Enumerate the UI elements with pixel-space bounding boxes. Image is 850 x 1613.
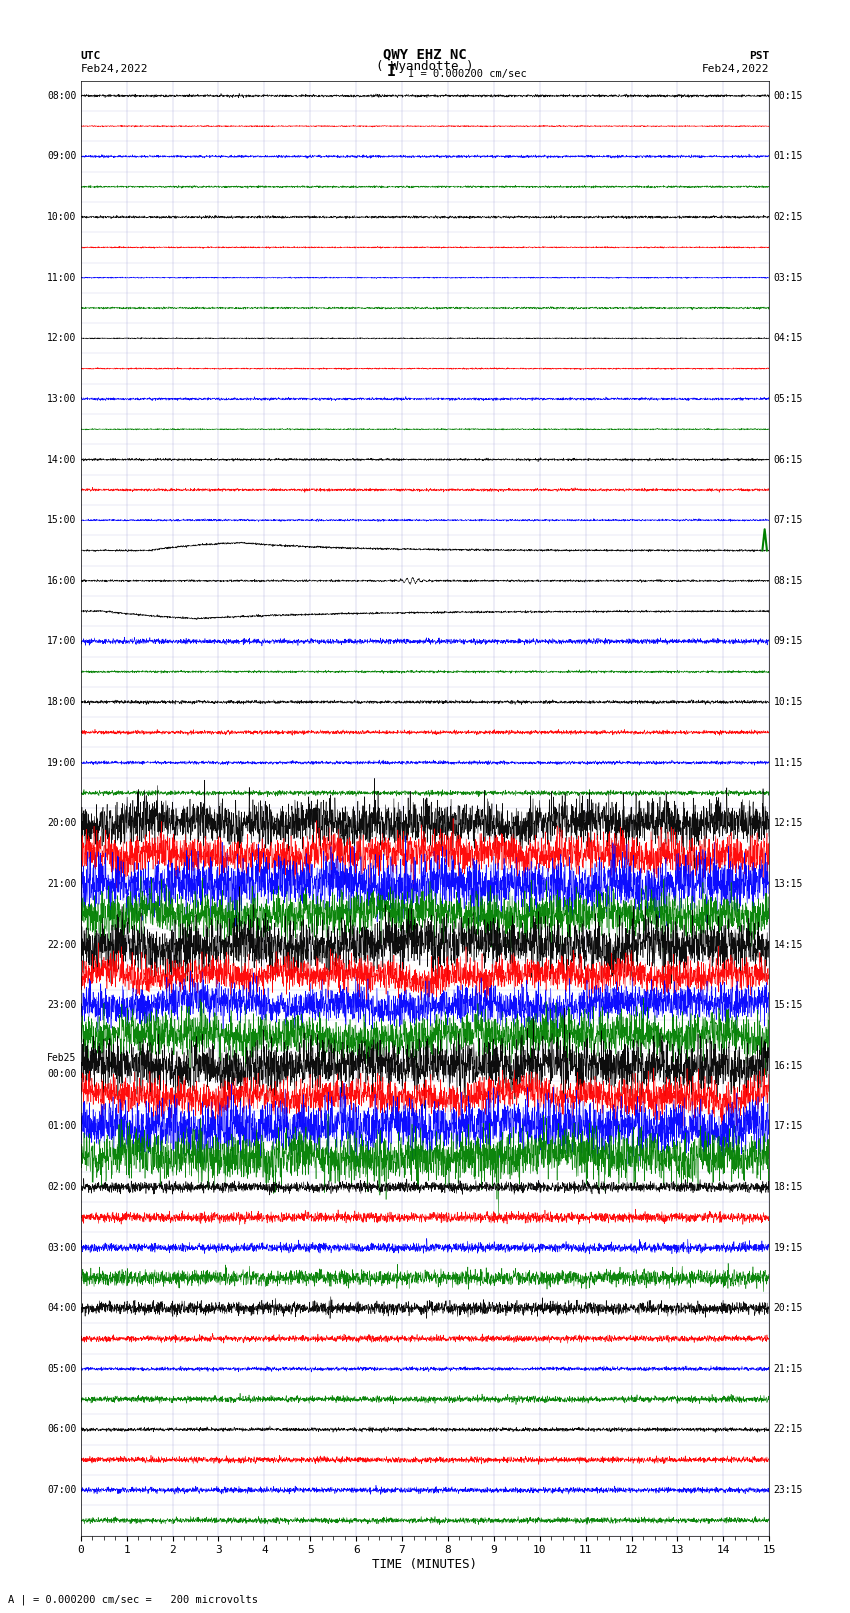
Text: 12:00: 12:00 — [47, 334, 76, 344]
Text: 01:15: 01:15 — [774, 152, 803, 161]
Text: I = 0.000200 cm/sec: I = 0.000200 cm/sec — [408, 69, 527, 79]
Text: 22:15: 22:15 — [774, 1424, 803, 1434]
Text: 20:15: 20:15 — [774, 1303, 803, 1313]
Text: 14:00: 14:00 — [47, 455, 76, 465]
Text: 13:00: 13:00 — [47, 394, 76, 403]
Text: 23:00: 23:00 — [47, 1000, 76, 1010]
Text: 23:15: 23:15 — [774, 1486, 803, 1495]
Text: 06:00: 06:00 — [47, 1424, 76, 1434]
Text: 13:15: 13:15 — [774, 879, 803, 889]
Text: I: I — [387, 65, 395, 79]
Text: 02:00: 02:00 — [47, 1182, 76, 1192]
Text: 14:15: 14:15 — [774, 939, 803, 950]
Text: 00:15: 00:15 — [774, 90, 803, 100]
Text: 20:00: 20:00 — [47, 818, 76, 827]
Text: 17:15: 17:15 — [774, 1121, 803, 1131]
Text: 03:00: 03:00 — [47, 1242, 76, 1253]
Text: 10:15: 10:15 — [774, 697, 803, 706]
Text: 05:15: 05:15 — [774, 394, 803, 403]
Text: QWY EHZ NC: QWY EHZ NC — [383, 47, 467, 61]
Text: 19:00: 19:00 — [47, 758, 76, 768]
Text: 02:15: 02:15 — [774, 211, 803, 223]
Text: 19:15: 19:15 — [774, 1242, 803, 1253]
Text: 01:00: 01:00 — [47, 1121, 76, 1131]
Text: PST: PST — [749, 52, 769, 61]
Text: 07:15: 07:15 — [774, 515, 803, 526]
Text: 18:00: 18:00 — [47, 697, 76, 706]
Text: 15:00: 15:00 — [47, 515, 76, 526]
Text: Feb24,2022: Feb24,2022 — [81, 65, 148, 74]
Text: 04:00: 04:00 — [47, 1303, 76, 1313]
Text: 11:15: 11:15 — [774, 758, 803, 768]
Text: 07:00: 07:00 — [47, 1486, 76, 1495]
Text: 08:00: 08:00 — [47, 90, 76, 100]
Text: ( Wyandotte ): ( Wyandotte ) — [377, 60, 473, 73]
Text: 21:00: 21:00 — [47, 879, 76, 889]
Text: 17:00: 17:00 — [47, 637, 76, 647]
Text: 09:00: 09:00 — [47, 152, 76, 161]
Text: 16:15: 16:15 — [774, 1061, 803, 1071]
Text: 11:00: 11:00 — [47, 273, 76, 282]
Text: 03:15: 03:15 — [774, 273, 803, 282]
Text: A | = 0.000200 cm/sec =   200 microvolts: A | = 0.000200 cm/sec = 200 microvolts — [8, 1594, 258, 1605]
Text: 18:15: 18:15 — [774, 1182, 803, 1192]
Text: 16:00: 16:00 — [47, 576, 76, 586]
Text: 10:00: 10:00 — [47, 211, 76, 223]
Text: Feb25: Feb25 — [47, 1053, 76, 1063]
Text: 15:15: 15:15 — [774, 1000, 803, 1010]
Text: 05:00: 05:00 — [47, 1365, 76, 1374]
Text: 04:15: 04:15 — [774, 334, 803, 344]
Text: 09:15: 09:15 — [774, 637, 803, 647]
Text: 06:15: 06:15 — [774, 455, 803, 465]
Text: 22:00: 22:00 — [47, 939, 76, 950]
Text: UTC: UTC — [81, 52, 101, 61]
X-axis label: TIME (MINUTES): TIME (MINUTES) — [372, 1558, 478, 1571]
Text: 21:15: 21:15 — [774, 1365, 803, 1374]
Text: 12:15: 12:15 — [774, 818, 803, 827]
Text: 08:15: 08:15 — [774, 576, 803, 586]
Text: Feb24,2022: Feb24,2022 — [702, 65, 769, 74]
Text: 00:00: 00:00 — [47, 1069, 76, 1079]
